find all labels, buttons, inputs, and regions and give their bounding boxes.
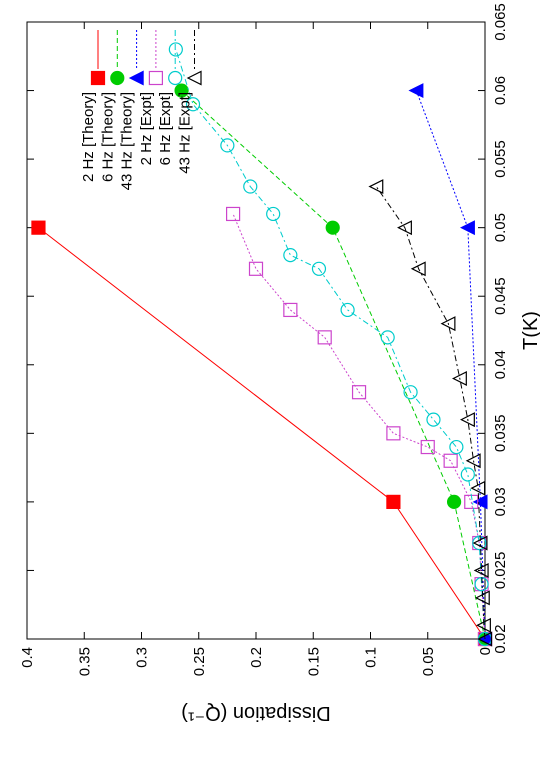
data-point — [248, 261, 264, 276]
y-tick-label: 0.2 — [248, 647, 265, 668]
data-point — [474, 590, 490, 606]
series-line — [375, 186, 486, 640]
y-tick-label: 0.25 — [191, 647, 208, 676]
series-line — [415, 90, 486, 640]
data-point — [168, 42, 183, 57]
x-tick-label: 0.025 — [492, 552, 509, 590]
legend-entry: 2 Hz [Expt] — [138, 30, 163, 165]
data-point — [408, 83, 424, 99]
data-point — [477, 631, 493, 647]
data-point — [340, 302, 355, 318]
series-5 — [368, 179, 493, 647]
data-point — [311, 261, 327, 276]
series-group — [31, 42, 493, 647]
data-point — [449, 439, 464, 455]
x-tick-label: 0.035 — [492, 415, 509, 453]
x-tick-label: 0.02 — [492, 624, 509, 653]
legend-label: 6 Hz [Theory] — [99, 92, 116, 182]
data-point — [460, 467, 475, 482]
data-point — [420, 439, 435, 455]
data-point — [185, 97, 201, 112]
data-point — [443, 453, 458, 468]
data-point — [403, 385, 418, 400]
data-point — [283, 247, 298, 263]
data-point — [386, 494, 401, 509]
x-tick-label: 0.045 — [492, 277, 509, 315]
legend-entry: 43 Hz [Theory] — [119, 30, 144, 190]
legend-label: 6 Hz [Expt] — [157, 92, 174, 165]
legend-label: 43 Hz [Expt] — [177, 92, 194, 174]
data-point — [283, 302, 298, 318]
x-tick-label: 0.055 — [492, 140, 509, 178]
data-point — [174, 83, 189, 98]
x-tick-label: 0.065 — [492, 3, 509, 41]
series-line — [175, 49, 486, 640]
legend-label: 2 Hz [Theory] — [80, 92, 97, 182]
legend-marker — [90, 70, 106, 86]
data-point — [226, 206, 241, 222]
data-point — [476, 617, 491, 633]
data-point — [31, 220, 46, 235]
data-point — [397, 220, 412, 236]
data-point — [473, 562, 489, 578]
legend-marker — [110, 70, 125, 86]
y-tick-label: 0.3 — [134, 647, 151, 668]
data-point — [317, 330, 332, 345]
y-tick-label: 0.15 — [305, 647, 322, 676]
legend-entry: 43 Hz [Expt] — [177, 30, 202, 174]
data-point — [410, 261, 426, 277]
x-axis-label: T(K) — [520, 311, 540, 350]
axis-ticks: 0.02 0.025 0.03 0.035 0.04 0.045 0.05 0.055 0.06… — [19, 3, 509, 676]
y-tick-label: 0.1 — [363, 647, 380, 668]
x-tick-label: 0.04 — [492, 350, 509, 379]
data-point — [459, 220, 475, 236]
data-point — [325, 220, 340, 235]
legend-marker — [186, 70, 202, 86]
data-point — [243, 179, 258, 194]
y-tick-label: 0.05 — [420, 647, 437, 676]
x-tick-label: 0.05 — [492, 213, 509, 242]
legend-label: 43 Hz [Theory] — [119, 92, 136, 190]
data-point — [220, 138, 235, 153]
data-point — [380, 330, 395, 345]
legend-marker — [168, 70, 183, 86]
legend-label: 2 Hz [Expt] — [138, 92, 155, 165]
legend: 2 Hz [Theory] 6 Hz [Theory] 43 Hz [Theory]… — [80, 30, 202, 190]
series-line — [181, 90, 486, 640]
data-point — [470, 480, 486, 496]
data-point — [465, 453, 481, 469]
y-tick-label: 0 — [477, 647, 494, 655]
legend-entry: 6 Hz [Expt] — [157, 30, 183, 165]
data-point — [446, 494, 462, 509]
data-point — [451, 371, 467, 386]
data-point — [426, 412, 441, 427]
x-tick-label: 0.06 — [492, 76, 509, 105]
legend-entry: 6 Hz [Theory] — [99, 30, 125, 182]
x-tick-label: 0.03 — [492, 487, 509, 516]
data-point — [386, 426, 401, 441]
y-tick-label: 0.4 — [19, 647, 36, 668]
legend-entry: 2 Hz [Theory] — [80, 30, 106, 182]
data-point — [472, 535, 488, 551]
data-point — [351, 385, 367, 400]
data-point — [472, 494, 488, 510]
legend-marker — [128, 70, 144, 86]
legend-marker — [148, 70, 163, 86]
data-point — [266, 206, 281, 222]
data-point — [459, 412, 475, 428]
data-point — [368, 179, 384, 195]
series-2 — [408, 83, 493, 647]
data-point — [440, 316, 456, 332]
y-axis-label: Dissipation (Q⁻¹) — [181, 702, 330, 724]
y-tick-label: 0.35 — [76, 647, 93, 676]
